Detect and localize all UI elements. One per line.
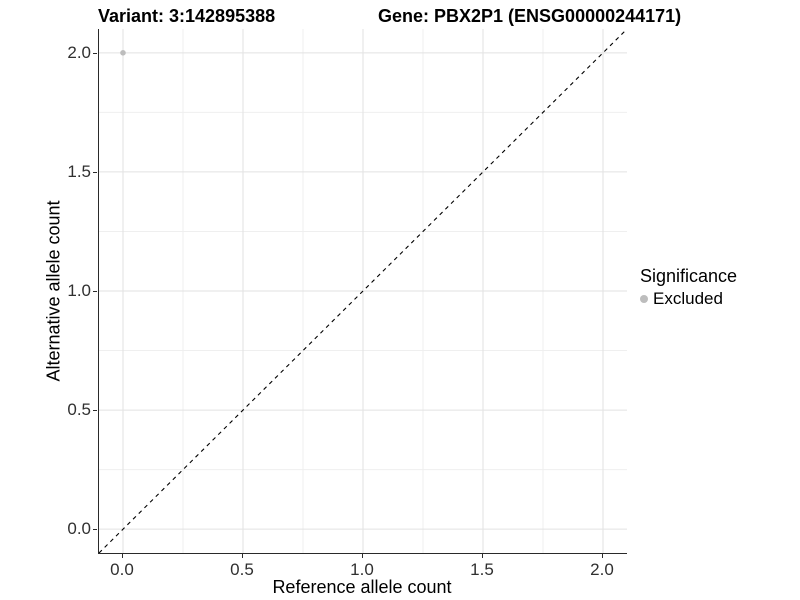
x-tick-mark <box>482 554 483 558</box>
x-tick-label: 0.0 <box>110 560 134 579</box>
y-tick-label: 0.5 <box>67 400 91 420</box>
y-axis-title: Alternative allele count <box>43 200 64 382</box>
plot-panel <box>98 29 627 554</box>
x-tick-label: 2.0 <box>590 560 614 579</box>
legend-entry-label: Excluded <box>653 289 723 308</box>
legend-entry: Excluded <box>637 289 737 309</box>
x-tick-mark <box>602 554 603 558</box>
x-tick-mark <box>242 554 243 558</box>
data-point-excluded <box>120 50 126 56</box>
y-tick-mark <box>93 52 97 54</box>
y-tick-label: 0.0 <box>67 519 91 539</box>
legend: Significance Excluded <box>637 266 737 309</box>
identity-dashed-line <box>99 29 627 553</box>
gene-title: Gene: PBX2P1 (ENSG00000244171) <box>378 6 682 26</box>
y-tick-label: 2.0 <box>67 42 91 62</box>
x-tick-label: 1.5 <box>470 560 494 579</box>
variant-title: Variant: 3:142895388 <box>98 6 276 26</box>
legend-point-icon <box>640 295 648 303</box>
x-tick-label: 1.0 <box>350 560 374 579</box>
y-tick-mark <box>93 171 97 173</box>
panel-svg <box>99 29 627 553</box>
legend-title: Significance <box>640 266 738 286</box>
y-tick-label: 1.5 <box>67 161 91 181</box>
x-tick-label: 0.5 <box>230 560 254 579</box>
y-tick-mark <box>93 291 97 292</box>
y-tick-mark <box>93 529 97 531</box>
y-tick-mark <box>93 410 97 412</box>
y-tick-label: 1.0 <box>67 281 91 300</box>
x-tick-mark <box>122 554 123 558</box>
legend-entries: Excluded <box>637 289 737 309</box>
x-axis-title: Reference allele count <box>272 577 452 597</box>
x-tick-mark <box>362 554 363 558</box>
